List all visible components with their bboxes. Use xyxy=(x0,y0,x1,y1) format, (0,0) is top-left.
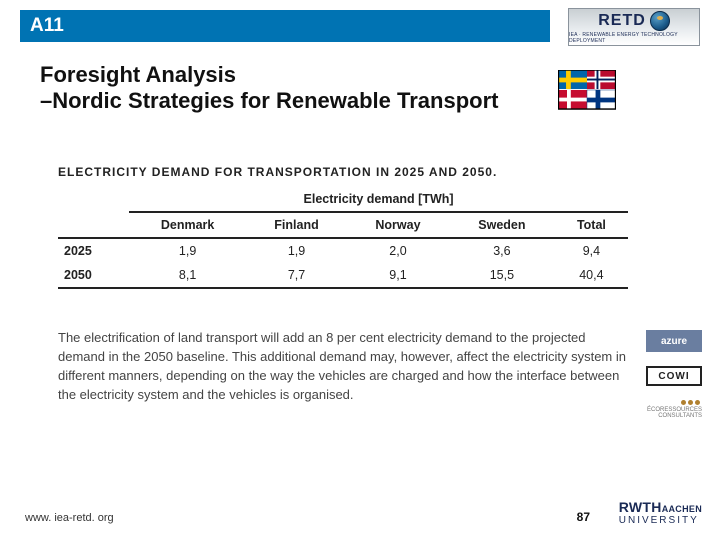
header-bar: A11 xyxy=(20,10,550,42)
retd-logo: RETD IEA · RENEWABLE ENERGY TECHNOLOGY D… xyxy=(568,8,700,46)
eco-dots-icon xyxy=(681,400,700,405)
retd-logo-text: RETD xyxy=(598,11,670,31)
eco-text: ÉCORESSOURCES CONSULTANTS xyxy=(647,407,702,419)
nordic-flags-icon xyxy=(558,70,616,110)
header-code: A11 xyxy=(30,15,64,37)
td-cell: 9,4 xyxy=(555,238,628,263)
table-row: 2050 8,1 7,7 9,1 15,5 40,4 xyxy=(58,263,628,288)
th-col: Finland xyxy=(246,212,347,238)
globe-icon xyxy=(650,11,670,31)
td-year: 2050 xyxy=(58,263,129,288)
th-col: Norway xyxy=(347,212,449,238)
td-cell: 40,4 xyxy=(555,263,628,288)
table-caption: ELECTRICITY DEMAND FOR TRANSPORTATION IN… xyxy=(58,165,638,179)
eco-logo: ÉCORESSOURCES CONSULTANTS xyxy=(632,400,702,419)
td-year: 2025 xyxy=(58,238,129,263)
td-cell: 9,1 xyxy=(347,263,449,288)
rwth-big: RWTH xyxy=(619,499,662,515)
title-block: Foresight Analysis –Nordic Strategies fo… xyxy=(40,62,498,114)
sponsor-logos: azure COWI ÉCORESSOURCES CONSULTANTS xyxy=(632,330,702,419)
demand-table: Electricity demand [TWh] Denmark Finland… xyxy=(58,187,628,289)
td-cell: 1,9 xyxy=(129,238,246,263)
rwth-aachen: AACHEN xyxy=(662,504,702,514)
retd-big: RETD xyxy=(598,12,646,30)
th-blank xyxy=(58,187,129,212)
slide: A11 RETD IEA · RENEWABLE ENERGY TECHNOLO… xyxy=(0,0,720,540)
page-number: 87 xyxy=(577,510,590,524)
td-cell: 7,7 xyxy=(246,263,347,288)
td-cell: 3,6 xyxy=(449,238,555,263)
title-line1: Foresight Analysis xyxy=(40,62,498,88)
retd-logo-sub: IEA · RENEWABLE ENERGY TECHNOLOGY DEPLOY… xyxy=(569,32,699,44)
title-line2: –Nordic Strategies for Renewable Transpo… xyxy=(40,88,498,114)
th-col: Total xyxy=(555,212,628,238)
th-group: Electricity demand [TWh] xyxy=(129,187,628,212)
th-year-blank xyxy=(58,212,129,238)
th-col: Sweden xyxy=(449,212,555,238)
td-cell: 8,1 xyxy=(129,263,246,288)
footer-url: www. iea-retd. org xyxy=(25,512,114,524)
table-row: 2025 1,9 1,9 2,0 3,6 9,4 xyxy=(58,238,628,263)
paragraph: The electrification of land transport wi… xyxy=(58,329,633,404)
td-cell: 15,5 xyxy=(449,263,555,288)
cowi-logo: COWI xyxy=(646,366,702,386)
rwth-bot: UNIVERSITY xyxy=(619,515,702,526)
td-cell: 1,9 xyxy=(246,238,347,263)
azure-logo: azure xyxy=(646,330,702,352)
th-col: Denmark xyxy=(129,212,246,238)
rwth-top: RWTHAACHEN xyxy=(619,499,702,515)
td-cell: 2,0 xyxy=(347,238,449,263)
rwth-logo: RWTHAACHEN UNIVERSITY xyxy=(619,499,702,526)
content-area: ELECTRICITY DEMAND FOR TRANSPORTATION IN… xyxy=(58,165,638,404)
